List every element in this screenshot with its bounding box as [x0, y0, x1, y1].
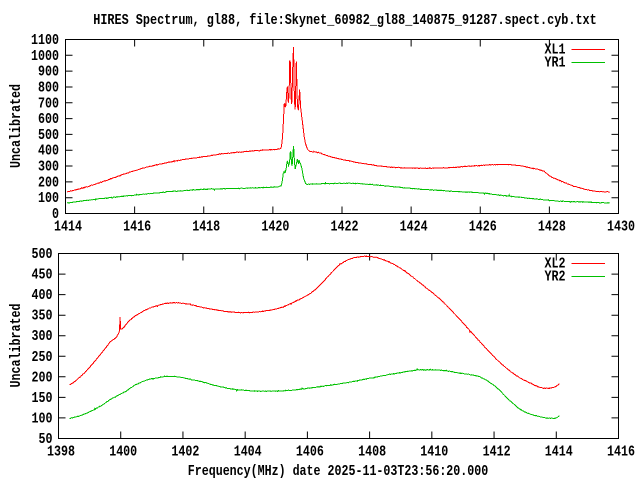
svg-text:Uncalibrated: Uncalibrated: [9, 304, 25, 388]
svg-text:XL1: XL1: [545, 43, 566, 59]
svg-text:400: 400: [38, 144, 59, 160]
svg-text:1398: 1398: [47, 445, 75, 461]
svg-text:Uncalibrated: Uncalibrated: [9, 84, 25, 168]
svg-text:50: 50: [39, 432, 53, 448]
svg-text:Frequency(MHz) date 2025-11-03: Frequency(MHz) date 2025-11-03T23:56:20.…: [188, 464, 489, 480]
svg-text:600: 600: [38, 112, 59, 128]
svg-text:300: 300: [38, 160, 59, 176]
svg-text:1000: 1000: [31, 49, 59, 65]
svg-text:1412: 1412: [483, 445, 511, 461]
svg-text:1406: 1406: [296, 445, 324, 461]
svg-text:100: 100: [32, 411, 53, 427]
svg-text:YR2: YR2: [545, 270, 566, 286]
svg-text:1410: 1410: [420, 445, 448, 461]
svg-text:1400: 1400: [109, 445, 137, 461]
svg-text:450: 450: [32, 268, 53, 284]
svg-text:150: 150: [32, 391, 53, 407]
svg-text:1418: 1418: [192, 219, 220, 235]
svg-text:1424: 1424: [400, 219, 428, 235]
svg-text:200: 200: [32, 370, 53, 386]
svg-text:500: 500: [32, 247, 53, 263]
svg-text:1422: 1422: [331, 219, 359, 235]
svg-text:1428: 1428: [538, 219, 566, 235]
svg-text:1408: 1408: [358, 445, 386, 461]
svg-text:900: 900: [38, 65, 59, 81]
svg-text:1414: 1414: [54, 219, 82, 235]
svg-text:1402: 1402: [171, 445, 199, 461]
svg-text:0: 0: [52, 207, 59, 223]
svg-text:400: 400: [32, 288, 53, 304]
svg-text:250: 250: [32, 350, 53, 366]
svg-text:350: 350: [32, 309, 53, 325]
svg-text:YR1: YR1: [545, 56, 566, 72]
svg-text:100: 100: [38, 191, 59, 207]
svg-text:300: 300: [32, 329, 53, 345]
svg-text:1416: 1416: [123, 219, 151, 235]
svg-text:1430: 1430: [607, 219, 635, 235]
svg-text:1426: 1426: [469, 219, 497, 235]
svg-text:1420: 1420: [261, 219, 289, 235]
svg-text:1414: 1414: [545, 445, 573, 461]
svg-text:HIRES Spectrum, gl88, file:Sky: HIRES Spectrum, gl88, file:Skynet_60982_…: [93, 13, 597, 29]
svg-text:1404: 1404: [234, 445, 262, 461]
svg-text:1100: 1100: [31, 33, 59, 49]
svg-text:800: 800: [38, 81, 59, 97]
svg-text:XL2: XL2: [545, 257, 566, 273]
svg-text:200: 200: [38, 175, 59, 191]
svg-text:700: 700: [38, 96, 59, 112]
svg-text:1416: 1416: [607, 445, 635, 461]
svg-text:500: 500: [38, 128, 59, 144]
